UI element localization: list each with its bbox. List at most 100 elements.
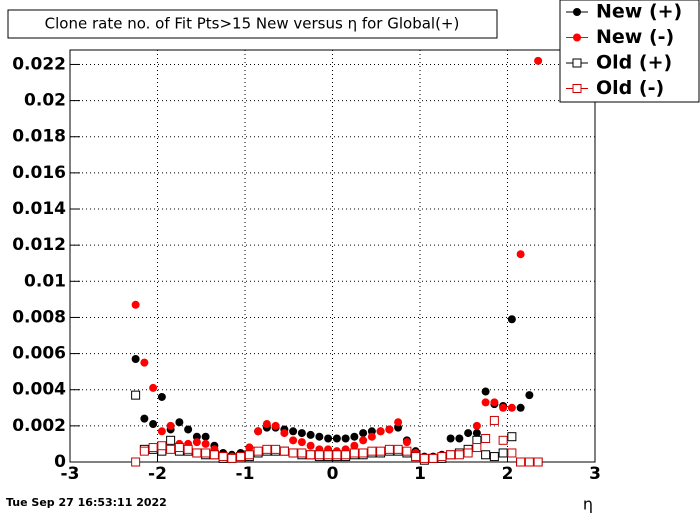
data-point	[446, 434, 455, 443]
data-point	[384, 444, 394, 454]
legend-box	[559, 0, 700, 103]
data-point	[201, 432, 210, 441]
legend-marker	[572, 58, 582, 68]
y-tick-label: 0.008	[12, 307, 66, 327]
y-tick-label: 0.018	[12, 127, 66, 147]
footer: Tue Sep 27 16:53:11 2022	[6, 496, 167, 509]
data-point	[306, 441, 315, 450]
data-point	[306, 450, 316, 460]
y-tick-label: 0.014	[12, 199, 66, 219]
data-point	[280, 429, 289, 438]
data-point	[253, 446, 263, 456]
data-point	[402, 446, 412, 456]
data-point	[533, 457, 543, 467]
data-point	[349, 448, 359, 458]
data-point	[507, 403, 516, 412]
data-point	[174, 443, 184, 453]
y-tick-label: 0	[54, 452, 66, 472]
y-tick-label: 0.022	[12, 54, 66, 74]
legend-label: Old (+)	[596, 52, 672, 74]
data-point	[271, 444, 281, 454]
y-tick-label: 0.004	[12, 380, 66, 400]
data-point	[157, 392, 166, 401]
data-point	[489, 452, 499, 462]
data-point	[157, 427, 166, 436]
data-point	[166, 444, 176, 454]
data-point	[157, 441, 167, 451]
data-point	[131, 390, 141, 400]
x-tick-label: 0	[327, 464, 339, 484]
data-point	[201, 439, 210, 448]
y-tick-label: 0.01	[24, 271, 66, 291]
x-tick-label: 3	[589, 464, 601, 484]
data-point	[262, 420, 271, 429]
data-point	[499, 403, 508, 412]
data-point	[507, 432, 517, 442]
data-point	[489, 415, 499, 425]
data-point	[131, 355, 140, 363]
data-point	[131, 300, 140, 309]
y-tick-label: 0.002	[12, 416, 66, 436]
legend-label: Old (-)	[596, 77, 664, 99]
data-point	[376, 427, 385, 436]
y-tick-label: 0.02	[24, 91, 66, 111]
y-tick-label: 0.016	[12, 163, 66, 183]
data-point	[297, 438, 306, 447]
data-point	[402, 438, 411, 447]
data-point	[315, 432, 324, 441]
title-box	[7, 9, 498, 39]
data-point	[289, 427, 298, 436]
chart-title: Clone rate no. of Fit Pts>15 New versus …	[45, 15, 460, 33]
data-point	[534, 56, 543, 65]
data-point	[314, 450, 324, 460]
data-point	[359, 436, 368, 445]
x-axis-label: η	[583, 495, 593, 514]
data-point	[350, 441, 359, 450]
data-point	[324, 434, 333, 443]
legend-marker	[573, 33, 581, 42]
data-point	[455, 434, 464, 443]
data-point	[166, 421, 175, 430]
data-point	[507, 448, 517, 458]
data-point	[394, 418, 403, 427]
data-point	[419, 453, 429, 463]
data-point	[481, 387, 490, 396]
y-tick-label: 0.012	[12, 235, 66, 255]
y-tick-label: 0.006	[12, 344, 66, 364]
data-point	[262, 444, 272, 454]
data-point	[297, 448, 307, 458]
data-point	[245, 443, 254, 452]
data-point	[148, 443, 158, 453]
data-point	[524, 457, 534, 467]
data-point	[481, 434, 491, 444]
data-point	[139, 446, 149, 456]
data-point	[464, 429, 473, 438]
data-point	[192, 448, 202, 458]
data-point	[332, 434, 341, 443]
data-point	[149, 420, 158, 429]
data-point	[341, 434, 350, 443]
data-point	[201, 448, 211, 458]
data-point	[446, 450, 456, 460]
data-point	[140, 358, 149, 367]
x-tick-label: -2	[148, 464, 167, 484]
data-point	[209, 450, 219, 460]
data-point	[385, 425, 394, 434]
plot-frame	[69, 49, 596, 463]
data-point	[175, 418, 184, 427]
data-point	[289, 436, 298, 445]
data-point	[183, 444, 193, 454]
data-point	[463, 448, 473, 458]
data-point	[516, 403, 525, 412]
data-point	[454, 450, 464, 460]
legend-marker	[573, 8, 581, 16]
legend-marker	[572, 84, 582, 93]
data-point	[516, 457, 526, 467]
data-point	[350, 432, 359, 441]
data-point	[323, 450, 333, 460]
data-point	[472, 421, 481, 430]
data-point	[227, 453, 237, 463]
data-point	[218, 452, 228, 462]
data-point	[498, 435, 508, 445]
